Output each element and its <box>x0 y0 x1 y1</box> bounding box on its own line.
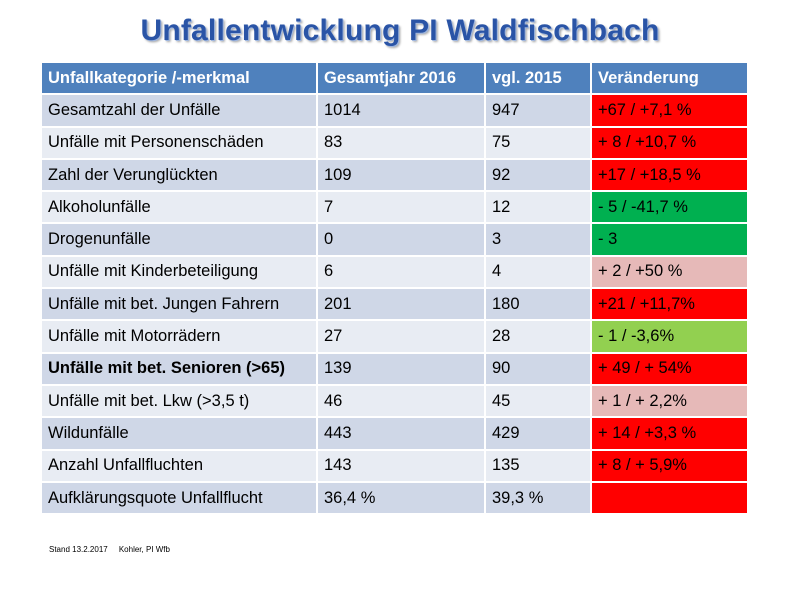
row-value-2016: 27 <box>318 321 484 352</box>
table-row: Unfälle mit Personenschäden 83 75 + 8 / +… <box>42 127 747 158</box>
row-value-2015: 429 <box>486 418 590 449</box>
table-row: Alkoholunfälle 7 12- 5 / -41,7 % <box>42 192 747 223</box>
row-value-2016: 6 <box>318 256 484 288</box>
row-change: +21 / +11,7% <box>592 289 747 320</box>
table-row: Unfälle mit bet. Lkw (>3,5 t) 46 45 + 1 /… <box>42 385 747 417</box>
table-row: Unfälle mit Motorrädern 27 28- 1 / -3,6% <box>42 321 747 352</box>
table-body: Gesamtzahl der Unfälle 1014 947 +67 / +7,1 … <box>42 95 747 514</box>
header-year-2015: vgl. 2015 <box>486 63 590 94</box>
row-change: - 5 / -41,7 % <box>592 192 747 223</box>
row-value-2015: 90 <box>486 353 590 384</box>
row-category: Zahl der Verunglückten <box>42 159 316 191</box>
row-value-2016: 1014 <box>318 95 484 126</box>
row-value-2015: 180 <box>486 289 590 320</box>
row-value-2015: 3 <box>486 224 590 255</box>
row-change: + 1 / + 2,2% <box>592 385 747 417</box>
row-category: Alkoholunfälle <box>42 192 316 223</box>
row-value-2016: 201 <box>318 289 484 320</box>
table-row: Unfälle mit Kinderbeteiligung 6 4 + 2 / +… <box>42 256 747 288</box>
row-category: Unfälle mit bet. Senioren (>65) <box>42 353 316 384</box>
row-value-2016: 143 <box>318 450 484 481</box>
row-category: Unfälle mit Personenschäden <box>42 127 316 158</box>
row-value-2015: 75 <box>486 127 590 158</box>
row-category: Unfälle mit bet. Jungen Fahrern <box>42 289 316 320</box>
table-row: Aufklärungsquote Unfallflucht 36,4 % 39,… <box>42 482 747 514</box>
row-category: Unfälle mit bet. Lkw (>3,5 t) <box>42 385 316 417</box>
table-row: Drogenunfälle 0 3- 3 <box>42 224 747 255</box>
row-change: + 8 / + 5,9% <box>592 450 747 481</box>
table-row: Gesamtzahl der Unfälle 1014 947 +67 / +7,1 … <box>42 95 747 126</box>
row-value-2015: 45 <box>486 385 590 417</box>
row-change: + 8 / +10,7 % <box>592 127 747 158</box>
row-change: + 2 / +50 % <box>592 256 747 288</box>
row-value-2016: 0 <box>318 224 484 255</box>
table-header-row: Unfallkategorie /-merkmal Gesamtjahr 201… <box>42 63 747 94</box>
row-change: + 49 / + 54% <box>592 353 747 384</box>
row-value-2015: 947 <box>486 95 590 126</box>
row-category: Gesamtzahl der Unfälle <box>42 95 316 126</box>
footer-author: Kohler, PI Wfb <box>118 545 170 554</box>
row-value-2016: 83 <box>318 127 484 158</box>
row-value-2016: 36,4 % <box>318 482 484 514</box>
row-value-2015: 92 <box>486 159 590 191</box>
row-value-2015: 135 <box>486 450 590 481</box>
page-title: Unfallentwicklung PI Waldfischbach <box>140 14 660 47</box>
table-row: Unfälle mit bet. Senioren (>65) 139 90 + 4… <box>42 353 747 384</box>
row-value-2015: 12 <box>486 192 590 223</box>
accident-statistics-table: Unfallkategorie /-merkmal Gesamtjahr 201… <box>40 61 749 515</box>
row-change: - 1 / -3,6% <box>592 321 747 352</box>
row-value-2015: 4 <box>486 256 590 288</box>
row-value-2015: 39,3 % <box>486 482 590 514</box>
row-value-2016: 7 <box>318 192 484 223</box>
header-change: Veränderung <box>592 63 747 94</box>
row-value-2016: 109 <box>318 159 484 191</box>
table-row: Anzahl Unfallfluchten 143 135 + 8 / + 5,9% <box>42 450 747 481</box>
table-row: Zahl der Verunglückten 109 92 +17 / +18,5… <box>42 159 747 191</box>
row-change: +67 / +7,1 % <box>592 95 747 126</box>
footer: Stand 13.2.2017 Kohler, PI Wfb <box>49 545 170 554</box>
row-category: Anzahl Unfallfluchten <box>42 450 316 481</box>
footer-stand: Stand 13.2.2017 <box>49 545 108 554</box>
row-change <box>592 482 747 514</box>
row-category: Unfälle mit Kinderbeteiligung <box>42 256 316 288</box>
header-year-2016: Gesamtjahr 2016 <box>318 63 484 94</box>
row-change: +17 / +18,5 % <box>592 159 747 191</box>
row-category: Aufklärungsquote Unfallflucht <box>42 482 316 514</box>
row-value-2016: 46 <box>318 385 484 417</box>
table-row: Unfälle mit bet. Jungen Fahrern 201 180 +2… <box>42 289 747 320</box>
row-change: - 3 <box>592 224 747 255</box>
row-value-2016: 139 <box>318 353 484 384</box>
table-row: Wildunfälle 443 429 + 14 / +3,3 % <box>42 418 747 449</box>
row-value-2015: 28 <box>486 321 590 352</box>
row-value-2016: 443 <box>318 418 484 449</box>
header-category: Unfallkategorie /-merkmal <box>42 63 316 94</box>
row-category: Unfälle mit Motorrädern <box>42 321 316 352</box>
row-category: Drogenunfälle <box>42 224 316 255</box>
row-change: + 14 / +3,3 % <box>592 418 747 449</box>
row-category: Wildunfälle <box>42 418 316 449</box>
